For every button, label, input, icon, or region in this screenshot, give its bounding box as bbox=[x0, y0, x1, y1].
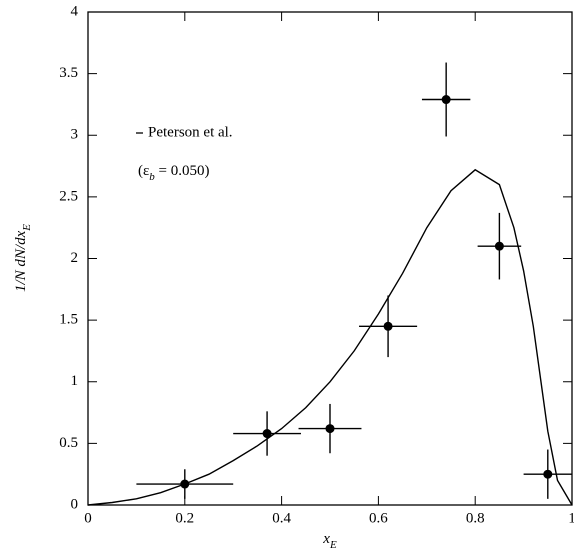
data-point bbox=[180, 479, 190, 489]
legend-label: Peterson et al. bbox=[148, 124, 233, 140]
y-tick-label: 0.5 bbox=[59, 435, 78, 451]
x-label-main: x bbox=[322, 531, 330, 547]
annotation-pre: (ε bbox=[138, 163, 149, 179]
y-tick-label: 3.5 bbox=[59, 65, 78, 81]
x-tick-label: 0.8 bbox=[466, 510, 485, 526]
data-point bbox=[383, 321, 393, 331]
data-point bbox=[441, 95, 451, 105]
annotation-post: = 0.050) bbox=[155, 163, 210, 179]
x-tick-label: 1 bbox=[568, 510, 574, 526]
y-tick-label: 4 bbox=[71, 3, 79, 19]
x-label-sub: E bbox=[329, 539, 337, 551]
x-tick-label: 0 bbox=[84, 510, 92, 526]
y-label-main: 1/N dN/dx bbox=[13, 230, 29, 292]
data-point bbox=[325, 424, 335, 434]
data-point bbox=[494, 241, 504, 251]
data-point bbox=[543, 469, 553, 479]
y-tick-label: 2.5 bbox=[59, 188, 78, 204]
y-axis-label: 1/N dN/dxE bbox=[13, 224, 32, 292]
y-tick-label: 3 bbox=[71, 127, 79, 143]
y-label-sub: E bbox=[21, 224, 33, 232]
y-tick-label: 2 bbox=[71, 250, 79, 266]
x-axis-label: xE bbox=[322, 531, 337, 550]
x-tick-label: 0.6 bbox=[369, 510, 388, 526]
annotation: (εb = 0.050) bbox=[138, 163, 210, 182]
x-tick-label: 0.4 bbox=[272, 510, 291, 526]
y-tick-label: 1 bbox=[71, 373, 79, 389]
data-point bbox=[262, 429, 272, 439]
annotation-sub: b bbox=[149, 171, 155, 183]
y-tick-label: 0 bbox=[71, 496, 79, 512]
y-tick-label: 1.5 bbox=[59, 312, 78, 328]
x-tick-label: 0.2 bbox=[175, 510, 194, 526]
